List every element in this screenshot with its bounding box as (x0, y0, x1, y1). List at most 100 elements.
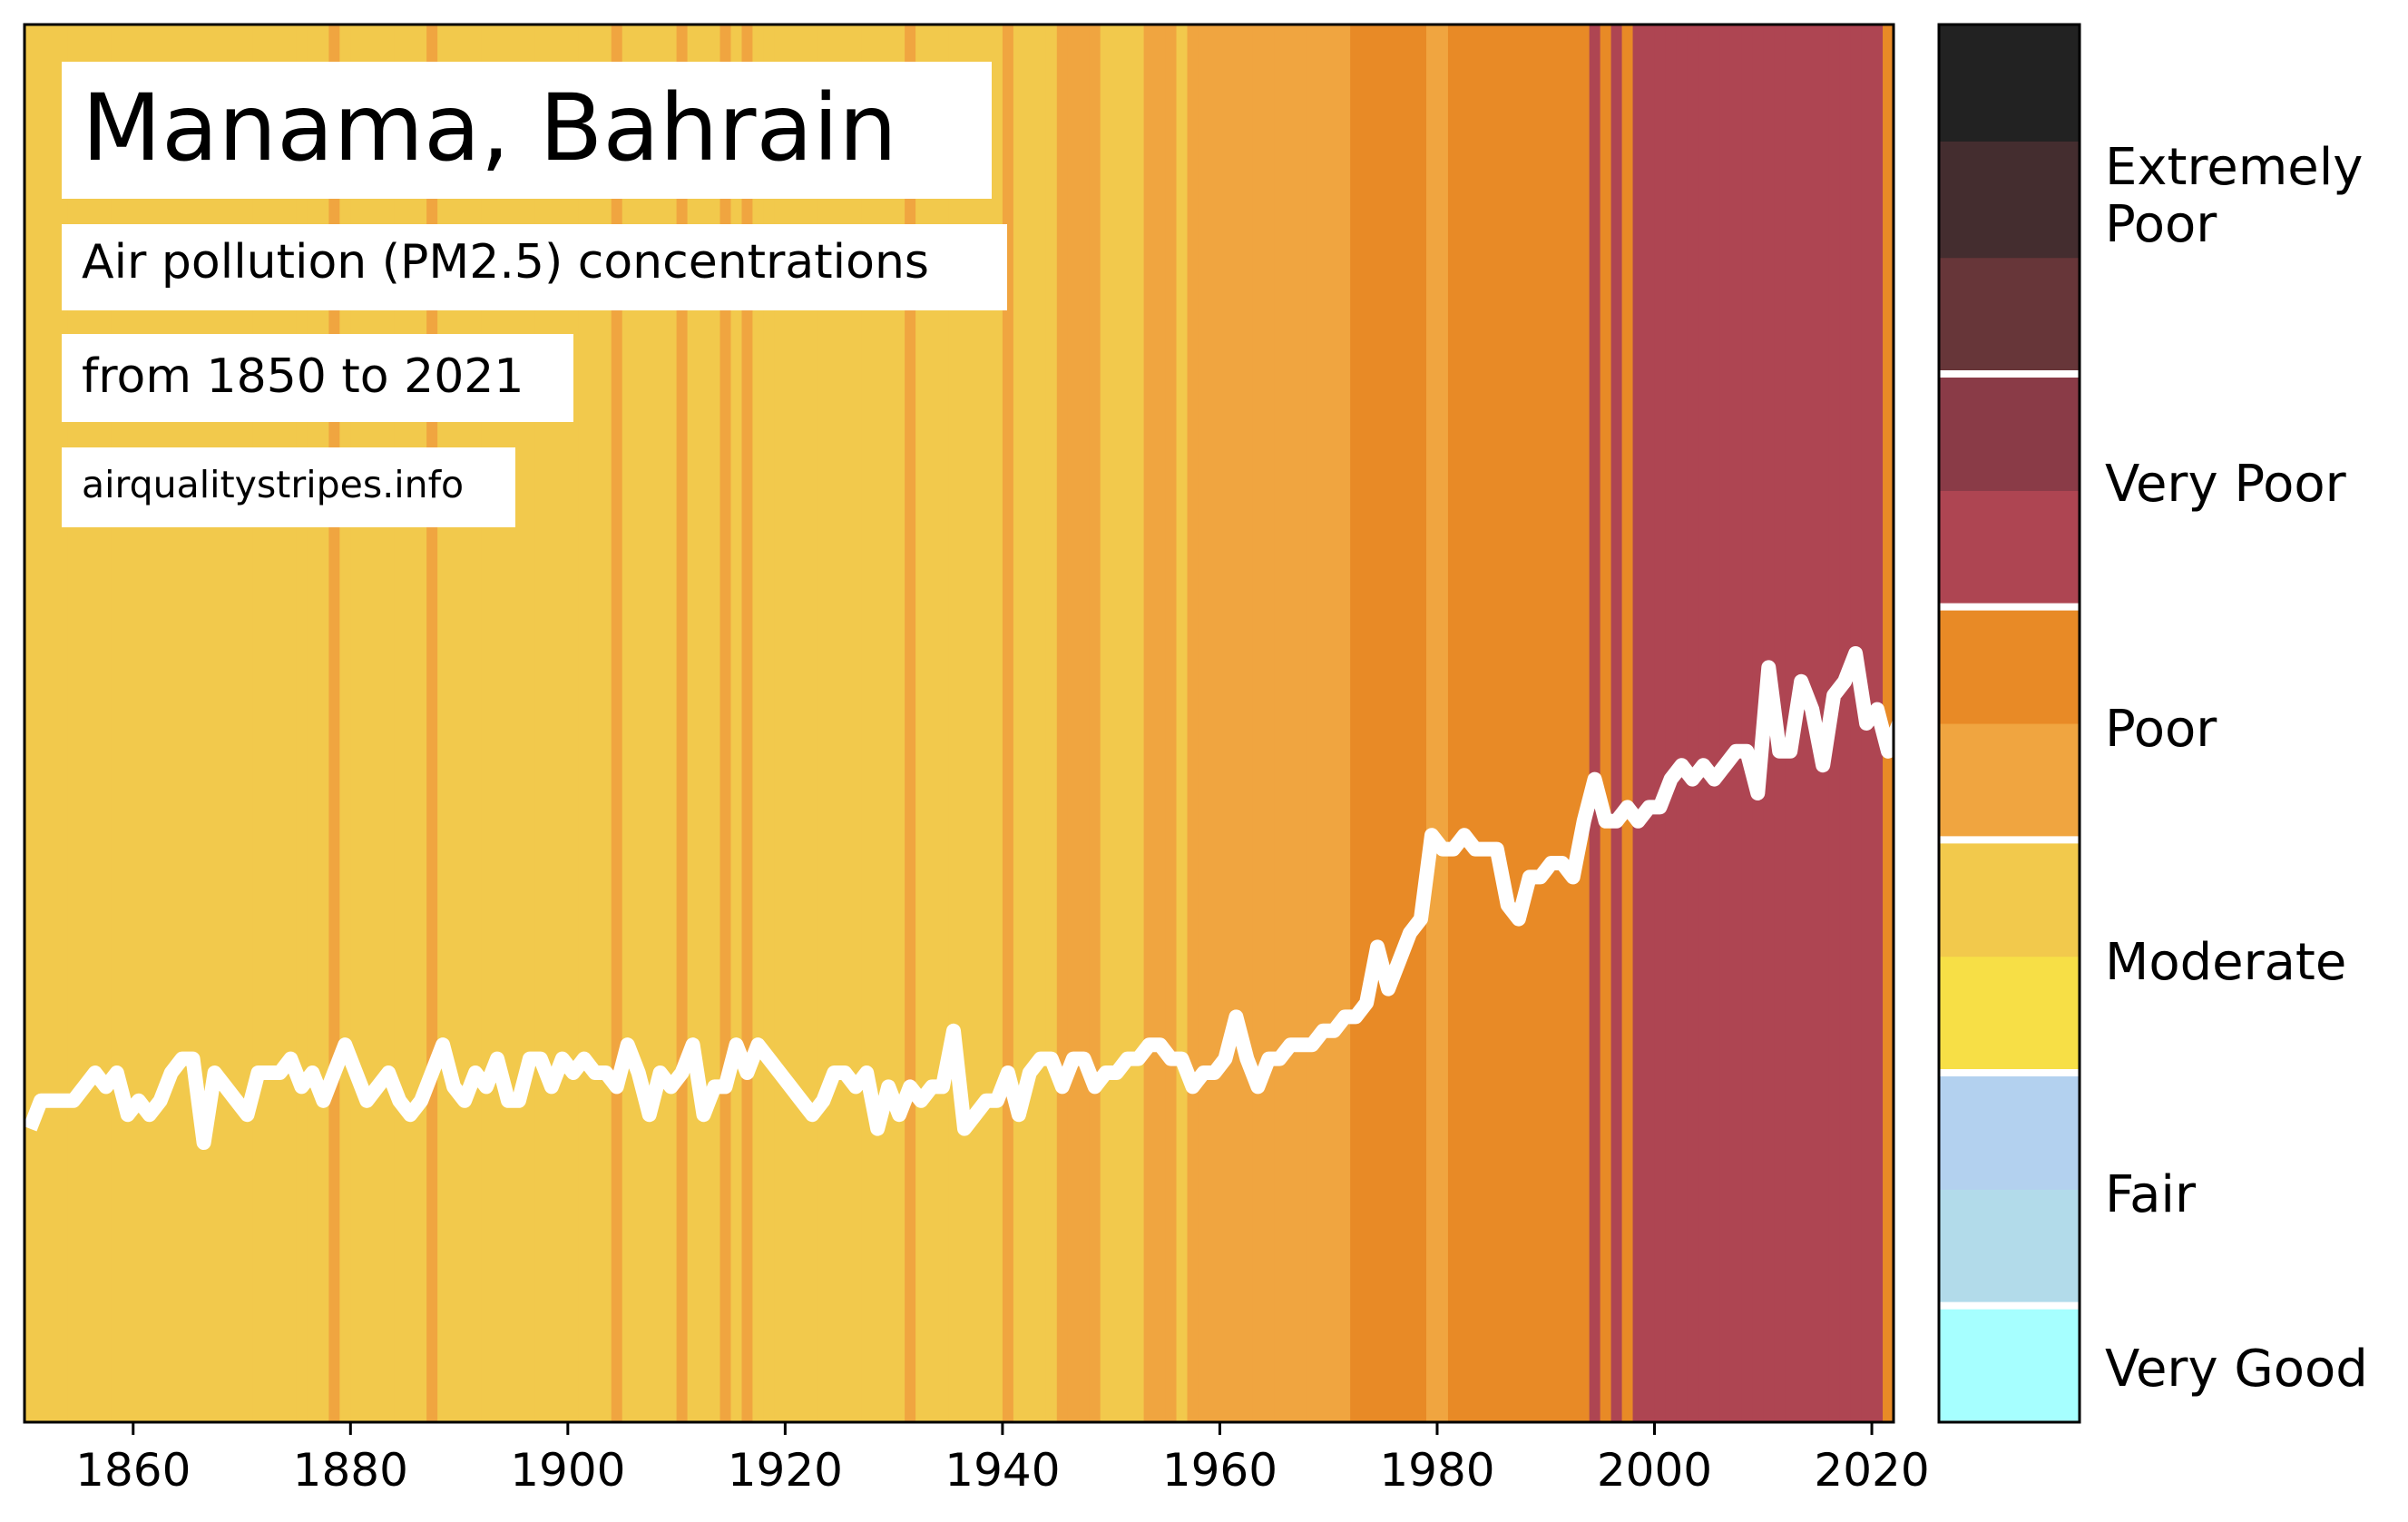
stripe-1852 (45, 25, 58, 1422)
stripe-1996 (1610, 25, 1623, 1422)
stripe-1957 (1187, 25, 1199, 1422)
stripe-1947 (1078, 25, 1091, 1422)
stripe-1963 (1252, 25, 1264, 1422)
stripe-1994 (1589, 25, 1601, 1422)
colorbar-label-fair: Fair (2105, 1165, 2197, 1224)
colorbar-label-very-good: Very Good (2105, 1340, 2368, 1399)
plot-frame (23, 23, 1895, 1424)
stripe-1997 (1621, 25, 1634, 1422)
stripe-1971 (1339, 25, 1351, 1422)
stripe-1979 (1426, 25, 1438, 1422)
colorbar-label-extremely: Extremely (2105, 138, 2363, 197)
stripe-2005 (1708, 25, 1720, 1422)
stripe-1989 (1534, 25, 1547, 1422)
stripe-1932 (915, 25, 927, 1422)
chart-subtitle-line-1: Air pollution (PM2.5) concentrations (82, 235, 929, 290)
stripe-1929 (883, 25, 895, 1422)
stripe-2007 (1730, 25, 1742, 1422)
x-tick-label: 2020 (1814, 1444, 1929, 1497)
stripe-1985 (1491, 25, 1503, 1422)
stripe-2021 (1883, 25, 1894, 1422)
stripe-1945 (1056, 25, 1069, 1422)
x-tick-label: 1980 (1379, 1444, 1494, 1497)
stripe-1851 (34, 25, 47, 1422)
stripe-1946 (1067, 25, 1080, 1422)
colorbar-label-very-poor: Very Poor (2105, 455, 2347, 514)
stripe-1931 (905, 25, 916, 1422)
stripe-2002 (1676, 25, 1689, 1422)
stripe-1966 (1285, 25, 1297, 1422)
stripe-1913 (709, 25, 721, 1422)
stripe-2000 (1654, 25, 1667, 1422)
stripe-1973 (1361, 25, 1373, 1422)
stripe-1951 (1121, 25, 1134, 1422)
stripe-1978 (1415, 25, 1427, 1422)
stripe-1990 (1545, 25, 1558, 1422)
stripe-1975 (1383, 25, 1395, 1422)
stripe-1969 (1317, 25, 1329, 1422)
colorbar-dividers (1939, 370, 2080, 1310)
stripe-1907 (643, 25, 656, 1422)
x-tick-label: 1860 (75, 1444, 191, 1497)
x-tick-label: 1920 (728, 1444, 843, 1497)
stripe-1984 (1480, 25, 1493, 1422)
colorbar-segment (1939, 490, 2080, 608)
x-tick-label: 1960 (1162, 1444, 1277, 1497)
colorbar-segment (1939, 956, 2080, 1074)
stripe-1981 (1447, 25, 1460, 1422)
chart-title: Manama, Bahrain (82, 74, 897, 182)
stripe-1933 (926, 25, 938, 1422)
stripe-1960 (1219, 25, 1232, 1422)
stripe-1977 (1405, 25, 1416, 1422)
subtitle-box-1: Air pollution (PM2.5) concentrations (62, 224, 1007, 310)
stripe-1937 (969, 25, 982, 1422)
stripe-1980 (1436, 25, 1449, 1422)
colorbar-label-moderate: Moderate (2105, 933, 2346, 992)
stripe-1955 (1165, 25, 1178, 1422)
stripe-1967 (1296, 25, 1307, 1422)
colorbar-segment (1939, 606, 2080, 724)
stripe-1944 (1045, 25, 1058, 1422)
stripe-1992 (1567, 25, 1580, 1422)
stripe-1952 (1132, 25, 1145, 1422)
stripe-2006 (1719, 25, 1731, 1422)
stripe-1850 (24, 25, 36, 1422)
colorbar-label-poor: Poor (2105, 700, 2217, 759)
stripe-1965 (1274, 25, 1286, 1422)
title-box: Manama, Bahrain (62, 62, 992, 199)
stripe-1995 (1600, 25, 1612, 1422)
stripe-1922 (807, 25, 818, 1422)
stripe-1962 (1241, 25, 1253, 1422)
stripe-1930 (894, 25, 905, 1422)
stripe-2008 (1741, 25, 1753, 1422)
stripe-2003 (1687, 25, 1699, 1422)
stripe-1959 (1209, 25, 1221, 1422)
x-axis: 1860 1880 1900 1920 1940 1960 1980 2000 2020 (75, 1422, 1930, 1497)
stripe-1956 (1176, 25, 1189, 1422)
stripe-1928 (872, 25, 884, 1422)
colorbar-segment (1939, 723, 2080, 840)
stripe-2018 (1850, 25, 1862, 1422)
colorbar-frame (1937, 23, 2081, 1424)
colorbar-segment (1939, 840, 2080, 957)
source-box: airqualitystripes.info (62, 447, 515, 527)
stripe-1987 (1512, 25, 1525, 1422)
stripe-1954 (1154, 25, 1167, 1422)
stripe-1983 (1469, 25, 1482, 1422)
stripe-1972 (1350, 25, 1362, 1422)
colorbar-segment (1939, 141, 2080, 259)
colorbar-segment (1939, 374, 2080, 491)
colorbar-segment (1939, 1189, 2080, 1307)
colorbar-segment (1939, 1305, 2080, 1423)
colorbar-segments (1939, 25, 2080, 1423)
stripe-1942 (1023, 25, 1036, 1422)
stripe-1986 (1502, 25, 1514, 1422)
colorbar-segment (1939, 1073, 2080, 1190)
stripe-1941 (1013, 25, 1025, 1422)
stripe-1961 (1230, 25, 1242, 1422)
colorbar-label-extremely-poor: Poor (2105, 195, 2217, 254)
stripe-1968 (1307, 25, 1318, 1422)
stripe-1974 (1372, 25, 1384, 1422)
stripe-1950 (1111, 25, 1123, 1422)
